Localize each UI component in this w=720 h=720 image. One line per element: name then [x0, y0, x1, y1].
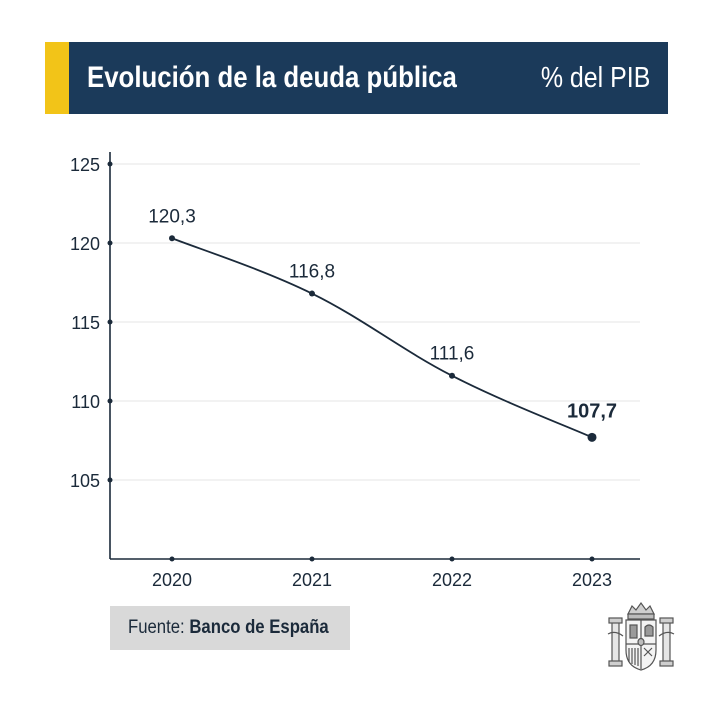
y-tick-mark — [107, 161, 113, 167]
x-tick-mark — [589, 556, 595, 562]
y-tick-label: 125 — [70, 155, 100, 175]
data-label: 107,7 — [567, 400, 617, 422]
y-tick-mark — [107, 477, 113, 483]
x-tick-label: 2023 — [572, 570, 612, 590]
chart-title: Evolución de la deuda pública — [87, 61, 457, 94]
y-tick-label: 115 — [71, 313, 100, 333]
header-accent-bar — [45, 42, 69, 114]
source-name: Banco de España — [189, 617, 329, 638]
x-tick-label: 2022 — [432, 570, 472, 590]
chart-unit: % del PIB — [540, 62, 650, 94]
series-line — [171, 237, 593, 439]
y-tick-label: 120 — [70, 234, 100, 254]
y-tick-mark — [107, 319, 113, 325]
source-label: Fuente: — [128, 617, 185, 638]
data-point — [449, 372, 455, 379]
data-label: 120,3 — [148, 206, 196, 227]
source-box: Fuente: Banco de España — [110, 606, 350, 650]
x-tick-label: 2021 — [292, 570, 332, 590]
x-tick-mark — [169, 556, 175, 562]
y-tick-mark — [107, 240, 113, 246]
x-tick-label: 2020 — [152, 570, 192, 590]
y-tick-label: 110 — [71, 392, 100, 412]
coat-of-arms-icon — [607, 601, 675, 671]
data-label: 111,6 — [430, 344, 475, 365]
data-point — [169, 235, 175, 242]
chart-header: Evolución de la deuda pública % del PIB — [45, 42, 668, 114]
data-point — [309, 290, 315, 297]
x-tick-mark — [309, 556, 315, 562]
data-label: 116,8 — [289, 262, 335, 283]
line-chart: 105 110 115 120 125 2020 2021 2022 2023 120,3 116,… — [70, 152, 640, 590]
x-tick-mark — [449, 556, 455, 562]
y-tick-label: 105 — [70, 471, 100, 491]
y-tick-mark — [107, 398, 113, 404]
data-point — [587, 432, 597, 442]
